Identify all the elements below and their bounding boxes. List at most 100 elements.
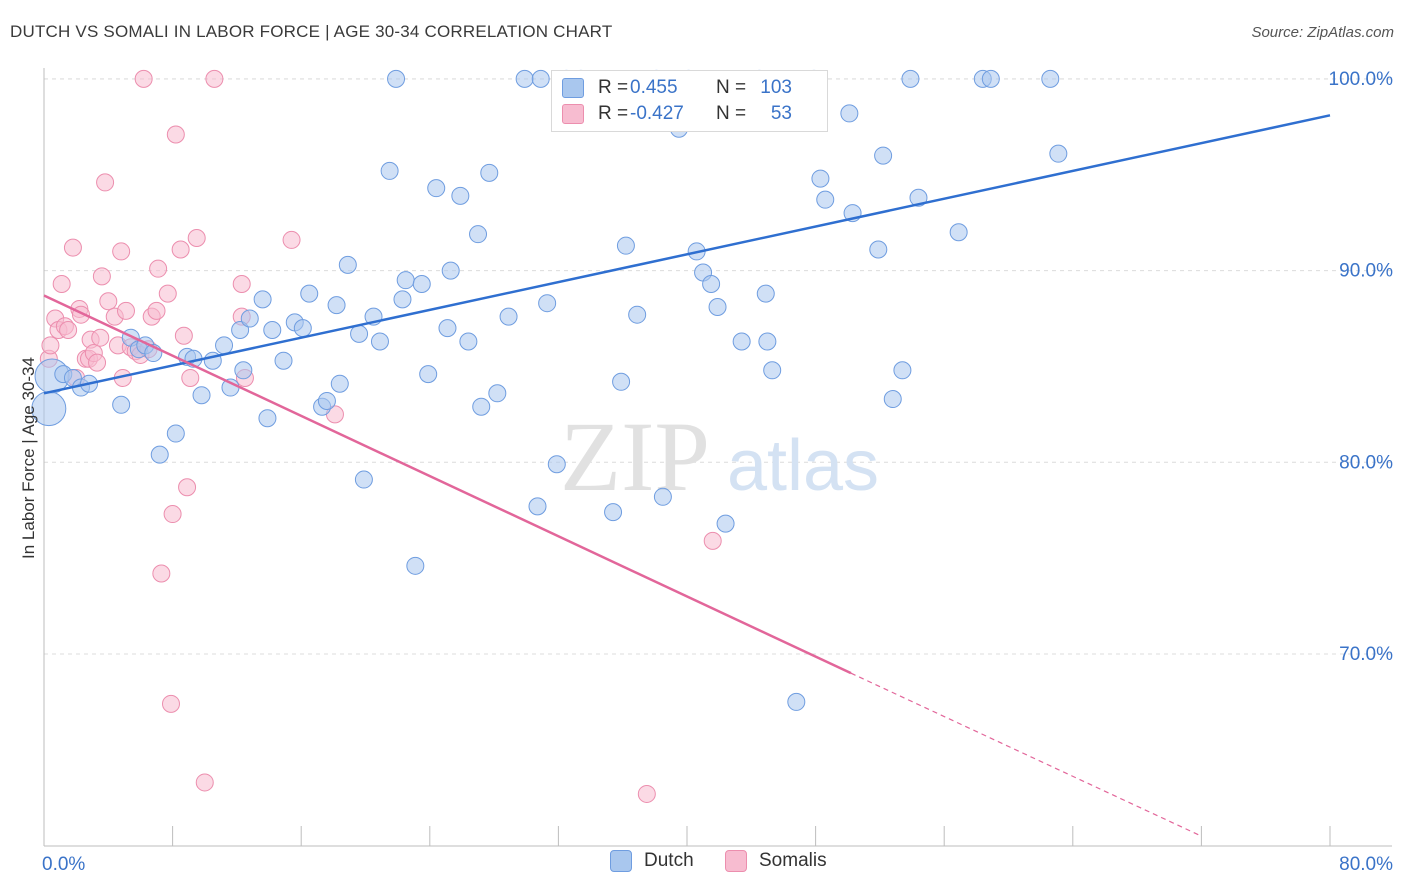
somali-swatch [562,104,584,124]
dutch-point [350,324,369,343]
dutch-point [758,332,777,351]
dutch-point [1041,69,1060,88]
watermark-atlas: atlas [727,426,879,506]
somali-point [232,275,251,294]
somali-point [181,368,200,387]
legend-n-value: 53 [770,103,792,124]
dutch-point [612,372,631,391]
somali-point [52,275,71,294]
somali-point [41,336,60,355]
somali-point [91,328,110,347]
y-axis-label: In Labor Force | Age 30-34 [19,357,38,559]
dutch-point [396,271,415,290]
dutch-point [112,395,131,414]
dutch-point [370,332,389,351]
dutch-points [31,69,1068,711]
dutch-swatch [610,850,632,872]
dutch-point [702,275,721,294]
dutch-point [653,487,672,506]
dutch-point [531,69,550,88]
dutch-point [300,284,319,303]
somali-point [149,259,168,278]
legend-row-dutch: R = 0.455 N = 103 [562,75,792,101]
somali-point [161,694,180,713]
dutch-point [547,455,566,474]
y-tick-label: 70.0% [1339,644,1393,665]
legend-n-label: N = [716,103,747,124]
dutch-point [901,69,920,88]
trend-lines [43,114,1331,837]
somali-point [63,238,82,257]
dutch-point [763,361,782,380]
dutch-point [234,361,253,380]
dutch-point [616,236,635,255]
source-label: Source: ZipAtlas.com [1251,24,1394,41]
dutch-point [756,284,775,303]
dutch-point [708,298,727,317]
legend-r-value: 0.455 [630,77,678,98]
dutch-point [412,275,431,294]
dutch-point [274,351,293,370]
somali-point [195,773,214,792]
somali-point [282,230,301,249]
dutch-point [816,190,835,209]
dutch-point [263,321,282,340]
somali-point [178,478,197,497]
somali-point [174,326,193,345]
dutch-point [1049,144,1068,163]
dutch-point [874,146,893,165]
dutch-point [166,424,185,443]
somali-point [205,69,224,88]
dutch-point [427,179,446,198]
dutch-point [387,69,406,88]
watermark-zip: ZIP [560,401,710,512]
somali-point [152,564,171,583]
somali-point [116,301,135,320]
dutch-point [528,497,547,516]
legend: R = 0.455 N = 103 R = -0.427 N = 53 [551,70,828,132]
dutch-point [472,397,491,416]
somali-point [88,353,107,372]
dutch-point [438,319,457,338]
somali-point [99,292,118,311]
dutch-point [538,294,557,313]
legend-label-somalis: Somalis [759,850,827,871]
y-tick-label: 90.0% [1339,261,1393,282]
dutch-point [515,69,534,88]
dutch-point [787,692,806,711]
legend-r-label: R = [598,77,629,98]
chart-title: DUTCH VS SOMALI IN LABOR FORCE | AGE 30-… [10,22,613,41]
somali-swatch [725,850,747,872]
dutch-point [840,104,859,123]
somali-point [96,173,115,192]
somali-trend-line [43,294,852,675]
dutch-point [732,332,751,351]
dutch-trend-line [43,114,1331,395]
dutch-point [231,321,250,340]
dutch-point [338,255,357,274]
dutch-point [949,223,968,242]
legend-row-somalis: R = -0.427 N = 53 [562,101,792,127]
dutch-point [604,503,623,522]
somali-point [134,69,153,88]
legend-item-somalis: Somalis [725,850,827,872]
dutch-point [240,309,259,328]
dutch-point [716,514,735,533]
dutch-swatch [562,78,584,98]
dutch-point [499,307,518,326]
dutch-point [293,319,312,338]
somali-trend-extension [850,672,1202,837]
somali-point [703,531,722,550]
somali-point [171,240,190,259]
somali-point [187,229,206,248]
somali-point [158,284,177,303]
dutch-point [883,390,902,409]
dutch-point [459,332,478,351]
y-tick-label: 80.0% [1339,452,1393,473]
dutch-point [869,240,888,259]
bottom-legend: Dutch Somalis [0,850,1406,878]
legend-label-dutch: Dutch [644,850,694,871]
x-tick-label: 0.0% [42,854,85,875]
dutch-point [215,336,234,355]
